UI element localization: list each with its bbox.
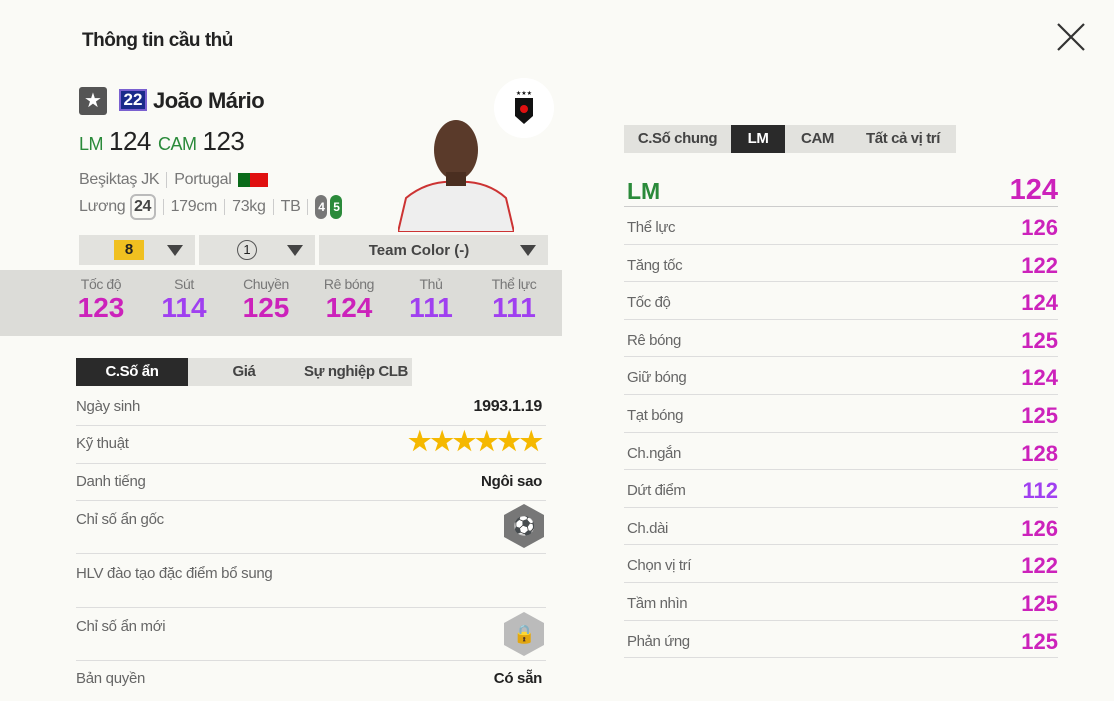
stat-label: Tạt bóng <box>627 407 684 424</box>
stat-dribbling: Rê bóng 124 <box>323 276 375 323</box>
row-license: Bản quyền Có sẵn <box>76 670 542 687</box>
stat-row: Rê bóng 125 <box>624 320 1058 358</box>
tab-club-career[interactable]: Sự nghiệp CLB <box>304 363 408 380</box>
skill-stars: ★★★★★★ <box>408 426 543 456</box>
page-title: Thông tin cầu thủ <box>82 30 233 51</box>
stat-label: Tăng tốc <box>627 256 683 274</box>
stat-physical: Thể lực 111 <box>491 276 537 323</box>
close-icon[interactable] <box>1056 22 1086 52</box>
row-reputation: Danh tiếng Ngôi sao <box>76 464 546 501</box>
club-nation: Beşiktaş JK Portugal <box>79 171 268 189</box>
stat-value: 128 <box>1021 440 1058 466</box>
lock-icon[interactable]: 🔒 <box>504 612 544 656</box>
chevron-down-icon <box>167 245 183 256</box>
stat-value: 125 <box>1021 628 1058 654</box>
svg-text:★★★: ★★★ <box>516 90 532 97</box>
stat-value: 122 <box>1021 553 1058 579</box>
tab-hidden-stats[interactable]: C.Số ẩn <box>76 358 188 386</box>
stat-label: Thể lực <box>627 219 676 236</box>
chevron-down-icon <box>520 245 536 256</box>
stat-row: Tầm nhìn 125 <box>624 583 1058 621</box>
player-photo <box>398 120 514 232</box>
stat-shooting: Sút 114 <box>161 276 207 323</box>
row-skill: Kỹ thuật ★★★★★★ <box>76 426 546 464</box>
stat-value: 126 <box>1021 215 1058 240</box>
left-tabs: C.Số ẩn Giá Sự nghiệp CLB <box>76 358 412 386</box>
stat-value: 125 <box>1021 403 1058 428</box>
stat-row: Chọn vị trí 122 <box>624 545 1058 583</box>
club-logo: ★★★ <box>494 78 554 138</box>
stat-label: Ch.ngắn <box>627 444 681 462</box>
stat-value: 112 <box>1022 478 1059 504</box>
stat-label: Tầm nhìn <box>627 595 688 612</box>
tab-cam[interactable]: CAM <box>801 130 834 147</box>
stat-value: 126 <box>1021 515 1058 541</box>
stat-label: Dứt điểm <box>627 482 686 500</box>
stat-label: Phản ứng <box>627 632 690 650</box>
stat-label: Chọn vị trí <box>627 557 691 575</box>
stat-row: Ch.dài 126 <box>624 508 1058 546</box>
stat-row: Tăng tốc 122 <box>624 245 1058 283</box>
jersey-number: 22 <box>119 89 147 111</box>
stat-row: Tốc độ 124 <box>624 282 1058 320</box>
stat-row: Dứt điểm 112 <box>624 470 1058 508</box>
stat-row: Ch.ngắn 128 <box>624 433 1058 471</box>
right-tabs: C.Số chung LM CAM Tất cả vị trí <box>624 125 956 153</box>
stat-row: Phản ứng 125 <box>624 621 1058 659</box>
stat-row: Tạt bóng 125 <box>624 395 1058 433</box>
upgrade-select[interactable]: 8 <box>79 235 195 265</box>
player-name: João Mário <box>153 88 265 113</box>
salary-badge: 24 <box>129 194 156 220</box>
position-rating-header: LM 124 <box>624 172 1058 207</box>
trait-icon[interactable]: ⚽ <box>504 504 544 548</box>
level-select[interactable]: 1 <box>199 235 315 265</box>
tab-general[interactable]: C.Số chung <box>637 130 718 147</box>
stat-label: Ch.dài <box>627 519 668 537</box>
stat-value: 125 <box>1021 327 1058 353</box>
tab-all-positions[interactable]: Tất cả vị trí <box>866 130 940 147</box>
position-cam: CAM 123 <box>158 126 245 156</box>
stat-label: Giữ bóng <box>627 369 687 387</box>
chevron-down-icon <box>287 245 303 256</box>
stat-value: 124 <box>1021 365 1058 391</box>
stat-label: Rê bóng <box>627 331 681 349</box>
tab-price[interactable]: Giá <box>232 363 256 380</box>
stat-passing: Chuyền 125 <box>242 276 290 323</box>
row-birth: Ngày sinh 1993.1.19 <box>76 388 546 426</box>
portugal-flag-icon <box>237 172 268 187</box>
physical-info: Lương 24 179cm 73kg TB 4 5 <box>79 194 345 220</box>
stat-row: Giữ bóng 124 <box>624 357 1058 395</box>
stat-row: Thể lực 126 <box>624 207 1058 245</box>
weak-foot-icon: 4 <box>315 195 328 219</box>
row-coach: HLV đào tạo đặc điểm bổ sung <box>76 554 546 608</box>
stat-value: 124 <box>1021 290 1058 316</box>
stat-value: 125 <box>1021 591 1058 616</box>
stat-defending: Thủ 111 <box>409 276 453 323</box>
stat-value: 122 <box>1021 252 1058 278</box>
position-lm: LM 124 <box>79 126 151 156</box>
stat-label: Tốc độ <box>627 294 671 312</box>
star-icon: ★ <box>79 87 107 115</box>
stat-pace: Tốc độ 123 <box>77 276 125 323</box>
summary-stats: Tốc độ 123 Sút 114 Chuyền 125 Rê bóng 124 Th… <box>0 270 562 336</box>
team-color-select[interactable]: Team Color (-) <box>319 235 548 265</box>
strong-foot-icon: 5 <box>330 195 343 219</box>
tab-lm[interactable]: LM <box>731 125 785 153</box>
row-hidden-trait: Chỉ số ẩn gốc ⚽ <box>76 501 546 554</box>
row-new-hidden: Chỉ số ẩn mới 🔒 <box>76 608 546 661</box>
